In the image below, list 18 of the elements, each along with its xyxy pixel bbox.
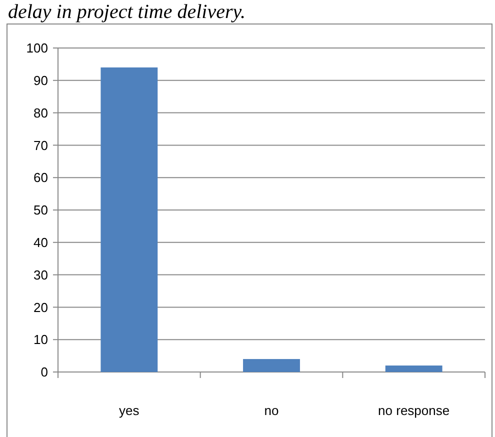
y-tick-label: 60	[34, 170, 48, 186]
bar	[243, 359, 300, 372]
y-tick-label: 100	[26, 40, 48, 56]
y-tick-label: 80	[34, 105, 48, 120]
y-tick-label: 0	[40, 364, 48, 380]
bar	[385, 366, 442, 372]
x-tick-label: no	[264, 403, 279, 418]
y-tick-label: 90	[34, 72, 48, 88]
x-tick-label: yes	[119, 403, 140, 418]
bar	[100, 67, 158, 372]
y-tick-label: 50	[34, 202, 48, 218]
y-tick-label: 30	[34, 267, 48, 282]
y-tick-label: 20	[34, 300, 48, 315]
y-tick-label: 70	[34, 138, 48, 153]
y-tick-label: 40	[34, 234, 48, 250]
y-tick-label: 10	[34, 332, 48, 348]
chart-title: delay in project time delivery.	[8, 1, 246, 23]
x-tick-label: no response	[378, 403, 450, 418]
